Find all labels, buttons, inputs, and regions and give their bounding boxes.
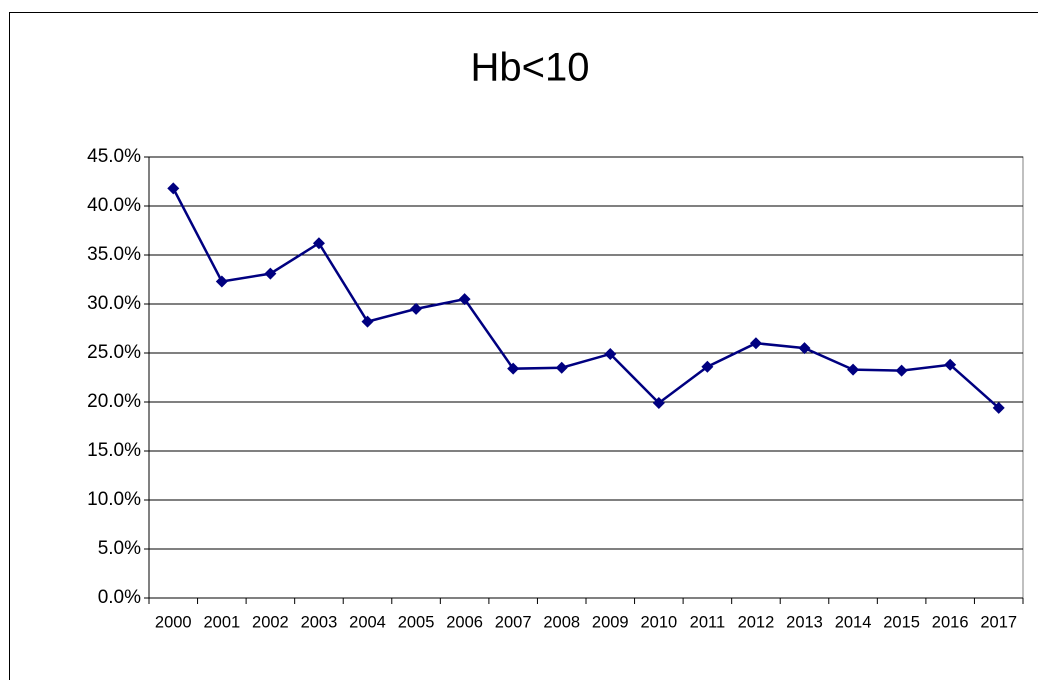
data-point [749, 337, 762, 350]
data-point [555, 361, 568, 374]
x-tick-label: 2017 [980, 613, 1017, 631]
x-tick-label: 2001 [203, 613, 240, 631]
data-point [361, 315, 374, 328]
x-tick-label: 2011 [690, 613, 725, 631]
x-tick-label: 2012 [738, 613, 775, 631]
x-tick-label: 2013 [786, 613, 823, 631]
y-tick-label: 15.0% [87, 440, 141, 461]
y-tick-label: 5.0% [98, 538, 141, 559]
y-tick-label: 25.0% [87, 342, 141, 363]
plot-area [148, 156, 1024, 599]
data-point [652, 396, 665, 409]
data-point [264, 267, 277, 280]
x-tick-label: 2010 [640, 613, 677, 631]
y-tick-label: 45.0% [87, 146, 141, 167]
data-point [944, 358, 957, 371]
y-tick-label: 10.0% [87, 489, 141, 510]
x-tick-label: 2014 [835, 613, 872, 631]
data-point [992, 401, 1005, 414]
x-tick-label: 2016 [932, 613, 969, 631]
x-tick-label: 2002 [252, 613, 289, 631]
data-point [507, 362, 520, 375]
x-tick-label: 2006 [446, 613, 483, 631]
y-tick-label: 30.0% [87, 293, 141, 314]
data-point [312, 237, 325, 250]
x-tick-label: 2009 [592, 613, 629, 631]
y-tick-label: 40.0% [87, 195, 141, 216]
y-tick-label: 35.0% [87, 244, 141, 265]
data-point [701, 360, 714, 373]
data-point [215, 275, 228, 288]
data-point [458, 293, 471, 306]
x-tick-label: 2005 [398, 613, 435, 631]
data-point [410, 302, 423, 315]
data-point [604, 347, 617, 360]
y-tick-label: 20.0% [87, 391, 141, 412]
x-tick-label: 2015 [883, 613, 920, 631]
data-point [847, 363, 860, 376]
y-tick-label: 0.0% [98, 587, 141, 608]
x-tick-label: 2004 [349, 613, 386, 631]
data-point [167, 182, 180, 195]
x-tick-label: 2003 [301, 613, 338, 631]
x-tick-label: 2008 [543, 613, 580, 631]
data-point [798, 342, 811, 355]
data-point [895, 364, 908, 377]
chart-title: Hb<10 [471, 46, 590, 90]
x-tick-label: 2007 [495, 613, 532, 631]
series-line [172, 187, 1000, 409]
x-tick-label: 2000 [155, 613, 192, 631]
